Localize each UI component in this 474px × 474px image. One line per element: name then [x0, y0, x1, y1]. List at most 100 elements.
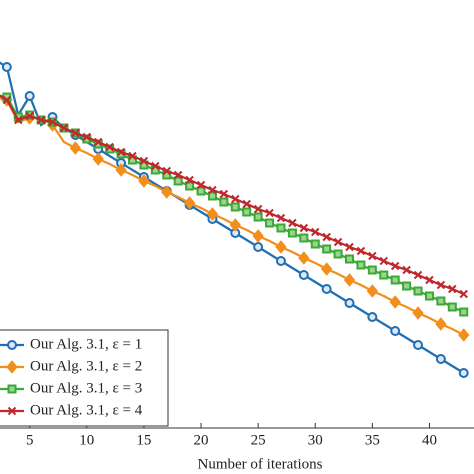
- data-point: [379, 256, 388, 266]
- data-point: [343, 273, 356, 287]
- data-point: [173, 176, 183, 186]
- data-point: [425, 275, 434, 285]
- data-point: [436, 280, 446, 290]
- data-point: [59, 123, 69, 133]
- data-point: [242, 199, 251, 209]
- data-point: [424, 291, 434, 301]
- data-point: [242, 207, 252, 217]
- data-point: [173, 170, 183, 180]
- data-point: [116, 147, 126, 157]
- data-point: [379, 270, 389, 280]
- data-point: [402, 281, 412, 291]
- data-point: [253, 242, 264, 252]
- data-point: [230, 202, 240, 212]
- data-point: [185, 181, 195, 191]
- legend-label: Our Alg. 3.1, ε = 4: [30, 402, 143, 418]
- data-point: [311, 227, 320, 237]
- data-point: [322, 244, 332, 254]
- plot-area: [0, 61, 470, 378]
- data-point: [413, 270, 423, 280]
- data-point: [368, 251, 377, 261]
- data-point: [196, 180, 206, 190]
- data-point: [14, 115, 23, 125]
- data-point: [310, 239, 320, 249]
- data-point: [356, 260, 366, 270]
- data-point: [105, 142, 114, 152]
- series-line: [0, 61, 465, 374]
- legend-label: Our Alg. 3.1, ε = 1: [30, 336, 142, 352]
- x-tick-label: 35: [365, 432, 380, 448]
- data-point: [207, 191, 217, 201]
- data-point: [2, 95, 12, 105]
- data-point: [128, 151, 137, 161]
- data-point: [447, 302, 457, 312]
- data-point: [458, 328, 470, 342]
- data-point: [219, 197, 229, 207]
- x-tick-label: 15: [136, 432, 151, 448]
- data-point: [253, 204, 263, 214]
- x-tick-label: 30: [308, 432, 323, 448]
- legend-label: Our Alg. 3.1, ε = 2: [30, 358, 142, 374]
- data-point: [265, 208, 274, 218]
- data-point: [36, 115, 46, 125]
- data-point: [231, 194, 240, 204]
- data-point: [151, 161, 160, 171]
- data-point: [276, 223, 286, 233]
- data-point: [366, 284, 378, 298]
- data-point: [333, 237, 343, 247]
- data-point: [345, 254, 355, 264]
- data-point: [275, 256, 286, 266]
- data-point: [448, 284, 457, 294]
- data-point: [162, 166, 171, 176]
- x-axis-label: Number of iterations: [198, 456, 323, 472]
- x-tick-label: 25: [251, 432, 266, 448]
- data-point: [435, 317, 447, 331]
- data-point: [115, 163, 127, 177]
- data-point: [196, 186, 206, 196]
- data-point: [435, 354, 446, 364]
- data-point: [412, 306, 424, 320]
- data-point: [345, 242, 354, 252]
- data-point: [390, 326, 401, 336]
- data-point: [94, 137, 103, 147]
- data-point: [1, 62, 12, 72]
- x-tick-label: 20: [194, 432, 209, 448]
- data-point: [458, 368, 469, 378]
- legend-marker: [6, 360, 18, 374]
- data-point: [208, 185, 217, 195]
- data-point: [459, 307, 469, 317]
- legend-marker: [7, 406, 17, 416]
- data-point: [390, 261, 400, 271]
- data-point: [92, 152, 104, 166]
- data-point: [436, 296, 446, 306]
- legend-marker: [7, 384, 17, 394]
- data-point: [252, 229, 264, 243]
- legend-box: [0, 329, 169, 427]
- x-tick-label: 40: [422, 432, 437, 448]
- data-point: [390, 275, 400, 285]
- data-point: [219, 189, 229, 199]
- data-point: [299, 233, 309, 243]
- data-point: [139, 156, 149, 166]
- x-tick-label: 10: [79, 432, 94, 448]
- data-point: [24, 91, 35, 101]
- legend: Our Alg. 3.1, ε = 1 Our Alg. 3.1, ε = 2 Ou…: [0, 329, 169, 427]
- x-tick-label: 5: [26, 432, 34, 448]
- data-point: [287, 228, 297, 238]
- data-point: [229, 218, 241, 232]
- data-point: [161, 185, 173, 199]
- data-point: [275, 240, 287, 254]
- data-point: [71, 128, 80, 138]
- data-point: [402, 265, 411, 275]
- data-point: [321, 284, 332, 294]
- data-point: [413, 286, 423, 296]
- data-point: [82, 132, 92, 142]
- data-point: [389, 295, 401, 309]
- data-point: [367, 312, 378, 322]
- data-point: [138, 174, 150, 188]
- data-point: [459, 289, 468, 299]
- data-point: [367, 265, 377, 275]
- data-point: [185, 175, 194, 185]
